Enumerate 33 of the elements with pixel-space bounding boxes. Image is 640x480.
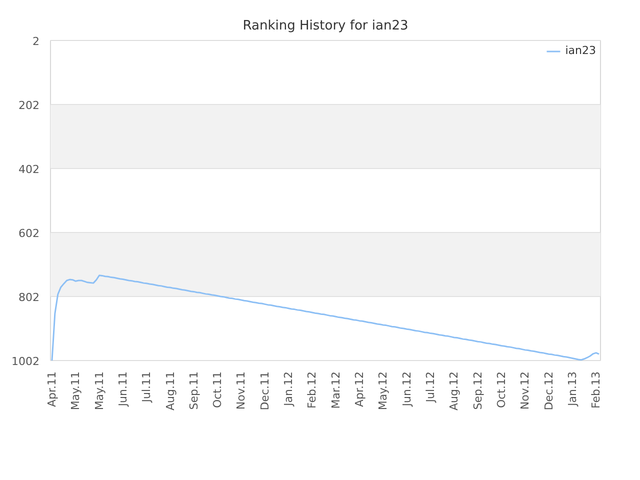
x-tick-label: Sep.12 [471, 371, 484, 410]
x-tick-label: May.11 [92, 371, 106, 410]
x-tick-label: Aug.12 [448, 371, 461, 410]
x-tick-label: Jun.11 [116, 371, 130, 408]
x-tick-label: Apr.12 [353, 372, 366, 408]
x-tick-label: Apr.11 [45, 372, 58, 408]
y-tick-label: 1002 [12, 355, 40, 368]
x-tick-label: Sep.11 [187, 371, 200, 410]
x-tick-label: Feb.12 [306, 371, 319, 408]
x-tick-label: Oct.12 [494, 371, 508, 408]
x-tick-label: Aug.11 [164, 371, 177, 410]
x-tick-label: Nov.12 [518, 372, 532, 410]
y-tick-label: 202 [18, 99, 40, 112]
x-tick-label: Nov.11 [234, 372, 248, 410]
x-tick-label: Dec.12 [542, 372, 556, 410]
legend-label: ian23 [565, 44, 596, 57]
x-tick-label: May.12 [376, 371, 390, 410]
x-tick-label: Jul.12 [424, 372, 437, 404]
x-tick-label: Oct.11 [211, 371, 224, 408]
x-tick-label: May.11 [69, 371, 82, 410]
y-tick-label: 802 [18, 291, 40, 304]
x-tick-label: Jun.12 [400, 371, 414, 408]
x-tick-label: Dec.11 [258, 372, 272, 410]
x-tick-label: Feb.13 [590, 371, 603, 408]
x-tick-label: Mar.12 [329, 371, 342, 409]
chart-title: Ranking History for ian23 [242, 18, 408, 34]
y-tick-label: 602 [18, 227, 40, 240]
x-tick-label: Jan.12 [282, 371, 296, 407]
y-tick-label: 2 [32, 35, 40, 48]
y-tick-label: 402 [18, 163, 40, 176]
line-series [51, 274, 600, 360]
x-tick-label: Jul.11 [140, 372, 154, 404]
x-tick-label: Jan.13 [566, 371, 579, 407]
